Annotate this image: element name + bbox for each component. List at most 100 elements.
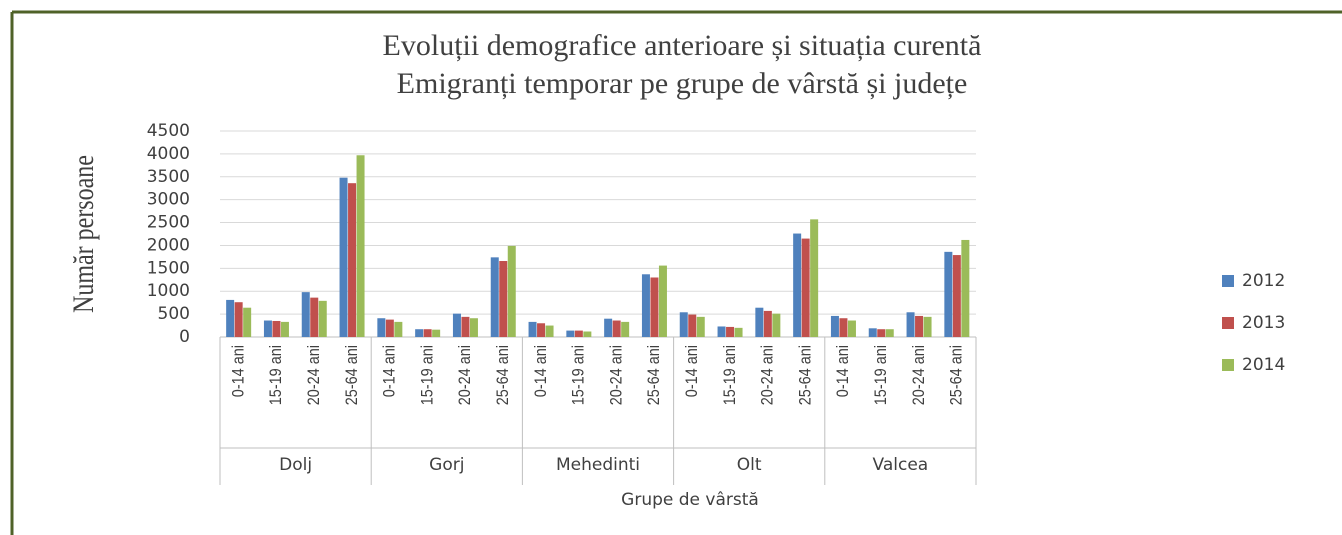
bar — [621, 321, 630, 337]
bar — [461, 316, 470, 337]
bar — [566, 330, 575, 337]
bar — [490, 257, 499, 337]
y-tick-label: 2500 — [147, 213, 190, 233]
bar — [234, 302, 243, 337]
bar — [339, 177, 348, 337]
x-tick-label: 25-64 ani — [796, 345, 814, 405]
bar — [469, 318, 478, 337]
group-label: Olt — [737, 455, 762, 475]
bar — [528, 321, 537, 337]
group-label: Mehedinti — [556, 455, 640, 475]
bar — [650, 277, 659, 337]
legend-label: 2013 — [1242, 313, 1285, 333]
legend-swatch — [1222, 275, 1234, 287]
bar — [793, 233, 802, 337]
bar — [801, 238, 810, 337]
chart-title: Evoluții demografice anterioare și situa… — [383, 29, 982, 62]
bar — [755, 307, 764, 337]
legend-label: 2012 — [1242, 271, 1285, 291]
x-tick-label: 20-24 ani — [910, 345, 928, 405]
bar — [310, 297, 319, 337]
bar — [839, 318, 848, 337]
x-tick-label: 15-19 ani — [872, 345, 890, 405]
chart-subtitle: Emigranți temporar pe grupe de vârstă și… — [397, 67, 968, 100]
bar — [877, 329, 886, 337]
bar — [415, 329, 424, 337]
bar — [348, 183, 357, 337]
y-tick-label: 1000 — [147, 281, 190, 301]
x-tick-label: 25-64 ani — [494, 345, 512, 405]
group-label: Gorj — [429, 455, 464, 475]
bar — [385, 319, 394, 337]
group-label: Valcea — [873, 455, 929, 475]
bar — [537, 323, 546, 337]
bar — [688, 314, 697, 337]
x-tick-label: 15-19 ani — [418, 345, 436, 405]
bar — [763, 310, 772, 337]
x-tick-label: 25-64 ani — [343, 345, 361, 405]
bar — [923, 316, 932, 337]
x-axis-label: Grupe de vârstă — [621, 490, 759, 510]
y-axis-label: Număr persoane — [66, 155, 99, 313]
bar — [272, 320, 281, 337]
bar — [696, 316, 705, 337]
bar — [604, 318, 613, 337]
bar — [726, 326, 735, 337]
bar — [423, 329, 432, 337]
bar — [574, 330, 583, 337]
bar — [810, 219, 819, 337]
bar — [263, 320, 272, 337]
y-tick-label: 2000 — [147, 235, 190, 255]
x-tick-label: 20-24 ani — [607, 345, 625, 405]
bar — [641, 274, 650, 337]
bar — [734, 327, 743, 337]
bar — [658, 265, 667, 337]
y-tick-label: 4000 — [147, 144, 190, 164]
y-tick-label: 3000 — [147, 190, 190, 210]
x-tick-label: 25-64 ani — [948, 345, 966, 405]
y-tick-label: 4500 — [147, 121, 190, 141]
x-tick-label: 0-14 ani — [381, 345, 399, 397]
bar — [432, 329, 441, 337]
bar — [394, 321, 403, 337]
x-tick-label: 25-64 ani — [645, 345, 663, 405]
y-tick-label: 1500 — [147, 258, 190, 278]
y-tick-label: 3500 — [147, 167, 190, 187]
legend-swatch — [1222, 359, 1234, 371]
bar — [830, 315, 839, 337]
bar — [915, 315, 924, 337]
x-tick-label: 0-14 ani — [834, 345, 852, 397]
bar — [717, 326, 726, 337]
bar — [301, 292, 310, 337]
bar — [243, 307, 252, 337]
bar — [452, 313, 461, 337]
bar — [356, 155, 365, 337]
group-label: Dolj — [279, 455, 312, 475]
bar — [679, 312, 688, 337]
bar — [885, 329, 894, 337]
bar — [377, 318, 386, 337]
bar — [280, 321, 289, 337]
x-tick-label: 15-19 ani — [570, 345, 588, 405]
y-tick-label: 0 — [179, 327, 190, 347]
bar — [847, 320, 856, 337]
legend-swatch — [1222, 317, 1234, 329]
y-tick-label: 500 — [158, 304, 190, 324]
bar — [772, 313, 781, 337]
x-tick-label: 15-19 ani — [267, 345, 285, 405]
bar — [961, 239, 970, 337]
bar — [226, 299, 235, 337]
x-tick-label: 20-24 ani — [759, 345, 777, 405]
bar — [499, 261, 508, 337]
x-tick-label: 0-14 ani — [532, 345, 550, 397]
legend-label: 2014 — [1242, 355, 1285, 375]
x-tick-label: 0-14 ani — [683, 345, 701, 397]
bar — [318, 300, 327, 337]
x-tick-label: 20-24 ani — [456, 345, 474, 405]
bar — [944, 251, 953, 337]
bar — [906, 312, 915, 337]
bar — [868, 328, 877, 337]
bar — [507, 245, 516, 337]
x-tick-label: 15-19 ani — [721, 345, 739, 405]
